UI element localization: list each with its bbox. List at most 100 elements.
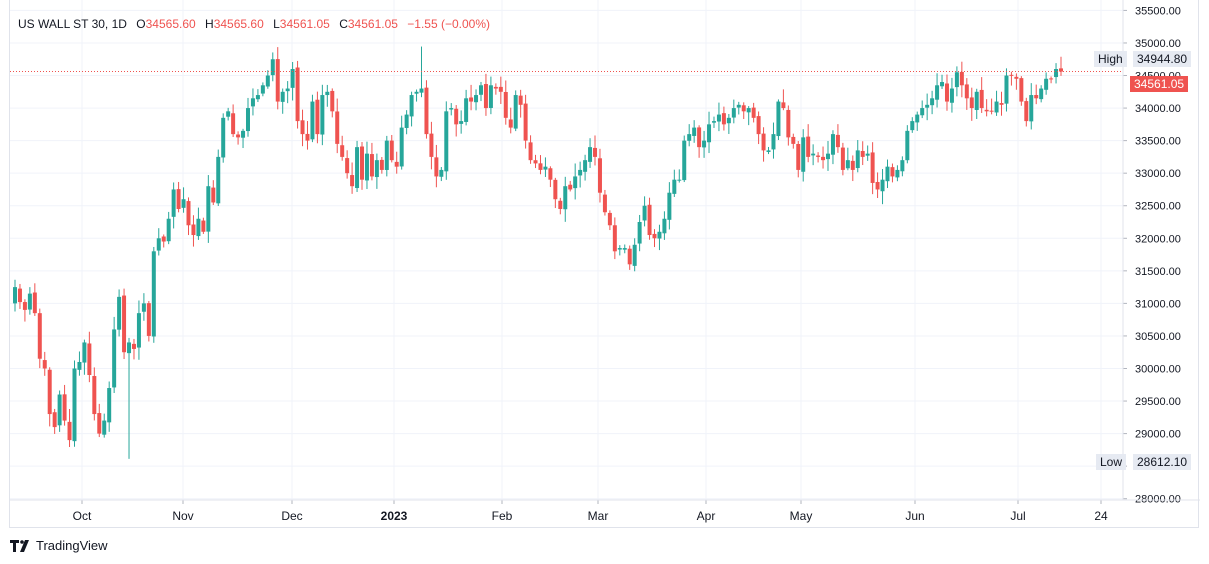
- candle-body: [756, 116, 761, 135]
- candle-body: [721, 113, 726, 125]
- candle-body: [811, 153, 816, 156]
- low-badge-value: 28612.10: [1133, 454, 1192, 470]
- candle-body: [241, 130, 246, 138]
- candle-body: [736, 104, 741, 108]
- candle-body: [786, 109, 791, 138]
- candle-body: [300, 120, 305, 135]
- candle-body: [588, 147, 593, 162]
- candle-body: [1029, 95, 1034, 122]
- candle-body: [508, 119, 513, 128]
- candle-body: [607, 212, 612, 226]
- candle-body: [830, 134, 835, 155]
- ohlc-legend: US WALL ST 30, 1D O34565.60 H34565.60 L3…: [18, 17, 490, 31]
- candle-body: [523, 103, 528, 141]
- low-badge-label: Low: [1096, 454, 1127, 470]
- candle-body: [265, 75, 270, 87]
- candle-body: [751, 107, 756, 118]
- candle-body: [702, 140, 707, 148]
- candle-body: [469, 97, 474, 102]
- candle-body: [27, 293, 32, 310]
- candle-body: [821, 156, 826, 161]
- x-tick-label: Apr: [697, 509, 716, 523]
- high-label: H: [205, 17, 214, 31]
- candle-body: [1059, 68, 1063, 72]
- candle-body: [816, 155, 821, 157]
- candle-body: [548, 168, 553, 180]
- candle-body: [682, 140, 687, 181]
- x-tick-label: Nov: [172, 509, 193, 523]
- candle-body: [935, 85, 940, 100]
- candle-body: [355, 147, 360, 189]
- candle-body: [801, 137, 806, 172]
- candle-body: [1039, 88, 1044, 100]
- candle-body: [449, 108, 454, 110]
- candle-body: [860, 150, 865, 157]
- candle-body: [498, 86, 503, 92]
- candle-body: [112, 329, 117, 388]
- candle-body: [87, 343, 92, 375]
- candle-body: [42, 360, 47, 369]
- brand-name: TradingView: [36, 538, 108, 553]
- candle-body: [959, 71, 964, 86]
- candle-body: [429, 133, 434, 157]
- candle-body: [1044, 78, 1049, 90]
- low-value: 34561.05: [279, 17, 330, 31]
- candle-body: [290, 69, 295, 88]
- candle-body: [895, 169, 900, 178]
- candle-body: [77, 361, 82, 370]
- candle-body: [771, 134, 776, 150]
- tradingview-brand[interactable]: TradingView: [10, 538, 108, 553]
- candle-body: [989, 110, 994, 112]
- candle-body: [191, 224, 196, 236]
- candle-body: [211, 187, 216, 203]
- candle-body: [677, 179, 682, 181]
- candle-body: [57, 394, 62, 426]
- candle-body: [707, 124, 712, 143]
- candle-body: [627, 248, 632, 265]
- candle-body: [320, 95, 325, 135]
- candle-body: [171, 189, 176, 217]
- candlestick-chart[interactable]: 35500.0035000.0034500.0034000.0033500.00…: [10, 0, 1200, 528]
- candle-body: [186, 201, 191, 226]
- chart-frame: 35500.0035000.0034500.0034000.0033500.00…: [9, 0, 1200, 528]
- candle-body: [687, 134, 692, 141]
- candle-body: [221, 117, 226, 158]
- candle-body: [791, 136, 796, 144]
- candle-body: [47, 369, 52, 415]
- candle-body: [796, 143, 801, 170]
- candle-body: [662, 218, 667, 234]
- candle-body: [92, 376, 97, 415]
- candle-body: [910, 121, 915, 131]
- x-tick-label: Jul: [1010, 509, 1025, 523]
- candle-body: [295, 67, 300, 122]
- y-tick-label: 33500.00: [1135, 136, 1181, 148]
- candle-body: [330, 90, 335, 112]
- candle-body: [533, 160, 538, 164]
- candle-body: [563, 186, 568, 210]
- candle-body: [305, 133, 310, 141]
- candle-body: [726, 117, 731, 124]
- candle-body: [984, 109, 989, 112]
- candle-body: [414, 91, 419, 94]
- candle-body: [974, 91, 979, 111]
- candle-body: [781, 102, 786, 109]
- candle-body: [920, 108, 925, 116]
- candle-body: [404, 114, 409, 128]
- candle-body: [369, 154, 374, 177]
- candle-body: [840, 147, 845, 170]
- candle-body: [776, 101, 781, 137]
- high-badge-value: 34944.80: [1133, 51, 1192, 67]
- open-value: 34565.60: [145, 17, 196, 31]
- candle-body: [568, 184, 573, 190]
- symbol-title[interactable]: US WALL ST 30, 1D: [18, 17, 127, 31]
- candle-body: [999, 103, 1004, 105]
- candle-body: [131, 343, 136, 349]
- candle-body: [612, 225, 617, 252]
- x-tick-label: Dec: [281, 509, 302, 523]
- candle-body: [850, 160, 855, 170]
- candle-body: [697, 127, 702, 148]
- candle-body: [315, 99, 320, 135]
- candle-body: [741, 105, 746, 112]
- candle-body: [949, 88, 954, 103]
- candle-body: [454, 108, 459, 125]
